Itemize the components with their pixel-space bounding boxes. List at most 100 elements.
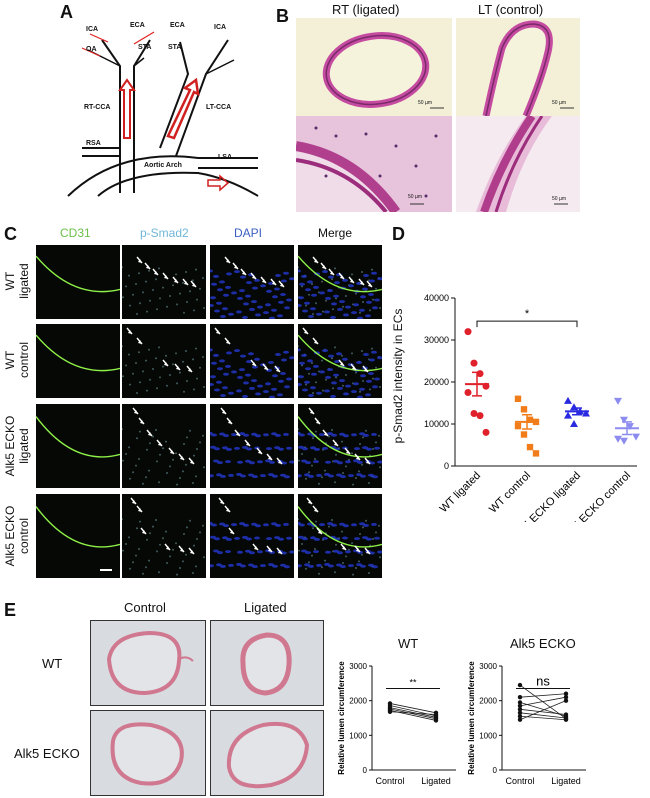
data-point (464, 389, 472, 396)
scale-label-3: 50 µm (408, 194, 422, 200)
micrograph-wt-ligated-cd31 (36, 245, 120, 319)
pair-line (389, 711, 437, 715)
pair-line (389, 708, 437, 720)
data-point-control (517, 710, 523, 715)
he-lt-low-mag: 50 µm (456, 18, 580, 116)
pair-line (519, 712, 567, 719)
x-tick-label: WT ligated (438, 470, 484, 516)
column-label-psmad2: p-Smad2 (140, 226, 189, 240)
y-tick-label: 30000 (424, 335, 449, 345)
data-point (482, 428, 490, 436)
y-axis-label: Relative lumen circumference (337, 661, 346, 775)
data-point-ligated (563, 691, 569, 696)
scale-label-2: 50 µm (552, 100, 566, 106)
chart-e-ko-title: Alk5 ECKO (510, 636, 576, 651)
data-point-control (517, 695, 523, 700)
label-rsa: RSA (86, 140, 101, 147)
label-oa: OA (86, 46, 97, 53)
y-tick-label: 0 (363, 766, 368, 775)
x-tick-label: Control (375, 776, 404, 786)
label-ica-right: ICA (86, 26, 99, 33)
micrograph-wt-ligated-dapi (210, 245, 294, 319)
pair-line (519, 700, 567, 721)
data-point (526, 416, 534, 423)
significance-bracket (476, 320, 578, 328)
y-tick-label: 3000 (349, 662, 367, 671)
significance-label: ** (409, 678, 417, 688)
micrograph-ko-ligated-merge (298, 404, 382, 488)
data-point (476, 412, 484, 420)
section-ko-ligated (210, 710, 324, 796)
data-point (532, 450, 540, 457)
data-point (582, 409, 590, 417)
label-lt-cca: LT-CCA (206, 104, 232, 111)
micrograph-ko-ligated-dapi (210, 404, 294, 488)
data-point-control (517, 703, 523, 709)
data-point (620, 437, 628, 445)
y-tick-label: 1000 (349, 731, 367, 740)
section-ko-control (90, 710, 206, 796)
carotid-ligation-diagram (67, 31, 259, 197)
data-point-control (517, 714, 523, 719)
data-point (464, 328, 472, 336)
y-tick-label: 0 (444, 461, 449, 471)
label-rt-cca: RT-CCA (84, 104, 111, 111)
x-tick-label: Control (505, 776, 534, 786)
panel-b-letter: B (276, 6, 289, 26)
y-tick-label: 0 (493, 766, 498, 775)
y-tick-label: 40000 (424, 293, 449, 303)
y-tick-label: 10000 (424, 419, 449, 429)
panel-e-letter: E (4, 600, 17, 620)
panel-b-title-control: LT (control) (478, 2, 544, 17)
y-tick-label: 2000 (479, 697, 497, 706)
data-point (564, 396, 572, 404)
data-point-ligated (433, 718, 439, 723)
data-point-control (387, 709, 393, 714)
pair-line (389, 703, 437, 714)
label-sta-right: STA (138, 44, 152, 51)
label-aortic-arch: Aortic Arch (144, 162, 182, 169)
micrograph-ko-control-merge (298, 494, 382, 578)
micrograph-wt-ligated-psmad2 (122, 245, 206, 319)
row-label-ko-control: Alk5 ECKO control (3, 505, 31, 567)
scale-label-1: 50 µm (418, 100, 432, 106)
psmad2-scatter-chart: 0 10000 20000 30000 40000 WT ligated WT contro… (424, 293, 640, 522)
data-point (514, 395, 522, 402)
column-label-dapi: DAPI (234, 226, 263, 240)
chart-e-wt-title: WT (398, 636, 419, 651)
micrograph-ko-ligated-cd31 (36, 404, 120, 488)
label-ica-left: ICA (214, 24, 227, 31)
significance-star: * (525, 308, 530, 320)
pair-line (519, 708, 567, 715)
x-tick-label: WT control (487, 470, 533, 516)
row-label-alk5-ecko: Alk5 ECKO (14, 746, 80, 761)
data-point-ligated (563, 695, 569, 700)
wt-lumen-chart: Relative lumen circumference 0 1000 2000 300… (337, 661, 456, 786)
data-point (570, 420, 578, 427)
micrograph-wt-control-cd31 (36, 324, 120, 398)
micrograph-wt-control-dapi (210, 324, 294, 398)
y-axis-label: Relative lumen circumference (467, 661, 476, 775)
micrograph-ko-control-dapi (210, 494, 294, 578)
pair-line (519, 693, 567, 698)
data-point (620, 416, 628, 424)
data-point (470, 410, 478, 417)
column-label-cd31: CD31 (60, 226, 91, 240)
data-point (614, 435, 622, 443)
data-point (626, 423, 634, 431)
y-tick-label: 20000 (424, 377, 449, 387)
data-point (470, 359, 478, 367)
micrograph-wt-control-psmad2 (122, 324, 206, 398)
y-tick-label: 2000 (349, 697, 367, 706)
data-point-control (517, 717, 523, 722)
label-eca-right: ECA (130, 22, 145, 29)
y-tick-label: 3000 (479, 662, 497, 671)
panel-a-letter: A (60, 2, 73, 22)
micrograph-wt-ligated-merge (298, 245, 382, 319)
data-point (632, 433, 640, 441)
data-point-control (517, 682, 523, 688)
data-point (520, 406, 528, 413)
data-point (520, 431, 528, 438)
data-point (526, 443, 534, 451)
pair-line (389, 707, 437, 718)
